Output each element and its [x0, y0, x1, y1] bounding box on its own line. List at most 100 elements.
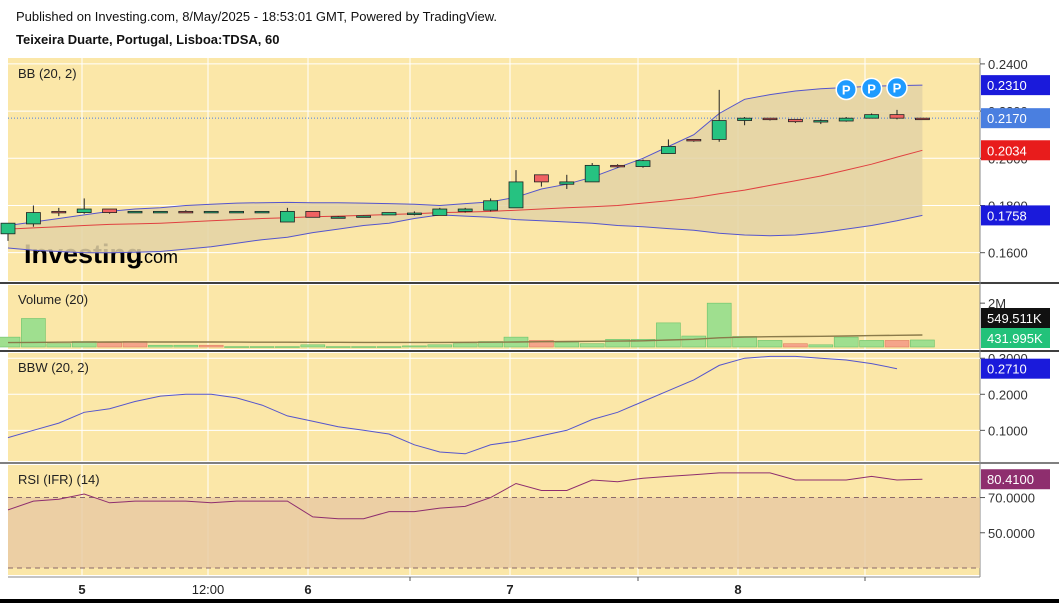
candle-body [432, 208, 448, 216]
volume-bar [173, 344, 199, 348]
price-tick-label: 0.2400 [988, 57, 1028, 72]
time-axis-label: 7 [506, 582, 513, 597]
volume-bar [859, 340, 884, 348]
price-axis-ticks: 0.24000.22000.20000.18000.16002M0.30000.… [980, 57, 1035, 541]
volume-panel-bg [8, 285, 980, 349]
volume-bar [732, 336, 757, 348]
candle-body [76, 208, 92, 213]
candle-body [762, 117, 778, 121]
price-axis-badges: 0.2310 0.2170 0.2034 0.1758 549.511K 431.995K… [981, 75, 1050, 490]
bbw-panel-bg [8, 353, 980, 461]
candle-body [711, 120, 727, 140]
candle-body [610, 164, 625, 168]
price-badge-box [981, 75, 1050, 96]
rsi-badge: 80.4100 [987, 472, 1034, 487]
candle-body [51, 210, 67, 214]
volume-bar [249, 346, 275, 348]
volume-bar [808, 344, 834, 348]
volume-bar [910, 339, 935, 348]
candle-body [813, 120, 829, 123]
time-axis-label: 5 [78, 582, 85, 597]
price-badge-box [981, 108, 1050, 129]
bbw-panel-label: BBW (20, 2) [18, 360, 89, 375]
candle-body [330, 216, 346, 219]
bb-lower-line [7, 214, 923, 254]
candle-body [254, 210, 270, 214]
bbw-tick-label: 0.1000 [988, 423, 1028, 438]
volume-bar [605, 339, 630, 348]
rsi-tick-label: 50.0000 [988, 526, 1035, 541]
time-axis-label: 6 [304, 582, 311, 597]
price-badge-box [981, 205, 1050, 226]
price-badge: 0.2310 [987, 78, 1027, 93]
volume-bar [427, 344, 453, 348]
volume-bar [452, 343, 478, 348]
candle-body [127, 210, 143, 214]
bbw-badge-box [981, 358, 1050, 379]
bb-panel-label: BB (20, 2) [18, 66, 77, 81]
dividend-marker-icon [860, 77, 883, 100]
candle-body [864, 114, 879, 119]
volume-series [0, 302, 935, 348]
candle-body [356, 215, 372, 218]
volume-bar [224, 346, 249, 348]
volume-bar [630, 339, 656, 348]
candle-body [203, 210, 219, 214]
rsi-tick-label: 70.0000 [988, 491, 1035, 506]
price-badge: 0.2034 [987, 143, 1027, 158]
volume-bar [757, 340, 783, 348]
candle-body [279, 210, 295, 223]
volume-bar [833, 336, 859, 348]
candle-body [178, 210, 194, 214]
volume-tick-label: 2M [988, 296, 1006, 311]
published-notice: Published on Investing.com, 8/May/2025 -… [16, 9, 498, 24]
volume-bar [579, 343, 605, 348]
time-axis-ticks: 5 12:00 6 7 8 [78, 577, 866, 597]
dividend-marker-label: P [867, 81, 876, 96]
candle-body [381, 212, 397, 216]
volume-ma-line [7, 334, 923, 344]
candle-body [661, 146, 676, 154]
volume-bar [46, 343, 72, 348]
dividend-marker-label: P [842, 82, 851, 97]
candle-body [635, 160, 651, 167]
bbw-series [7, 355, 898, 455]
price-tick-label: 0.1600 [988, 246, 1028, 261]
candle-body [559, 181, 575, 185]
bbw-badge: 0.2710 [987, 362, 1027, 377]
price-badge-box [981, 140, 1050, 161]
volume-ma-badge-box [981, 308, 1050, 328]
bb-upper-line [7, 84, 923, 226]
bb-band-fill [8, 85, 923, 253]
candle-body [0, 222, 16, 235]
candle-body [534, 174, 549, 183]
bbw-line [7, 355, 898, 455]
volume-bar [681, 335, 707, 348]
time-axis-label: 8 [734, 582, 741, 597]
candle-body [229, 210, 245, 214]
candle-body [788, 118, 803, 123]
volume-bar [529, 340, 554, 348]
volume-ma-badge: 549.511K [987, 311, 1042, 326]
candle-body [737, 117, 752, 121]
candle-body [25, 212, 41, 225]
volume-bar [884, 340, 910, 348]
rsi-panel-label: RSI (IFR) (14) [18, 472, 100, 487]
candle-body [152, 210, 168, 214]
candle-body [584, 164, 600, 183]
rsi-band-fill [8, 497, 980, 568]
volume-panel-label: Volume (20) [18, 292, 88, 307]
rsi-line [7, 472, 923, 520]
candle-body [406, 212, 422, 215]
candle-body [102, 208, 117, 213]
volume-bar [554, 342, 580, 348]
dividend-marker-label: P [893, 81, 902, 96]
candle-body [305, 210, 321, 218]
volume-bar [376, 346, 402, 348]
candle-body [457, 208, 473, 212]
candle-body [483, 200, 499, 211]
bbw-tick-label: 0.2000 [988, 387, 1028, 402]
candle-body [838, 117, 854, 122]
volume-bar [275, 346, 300, 348]
